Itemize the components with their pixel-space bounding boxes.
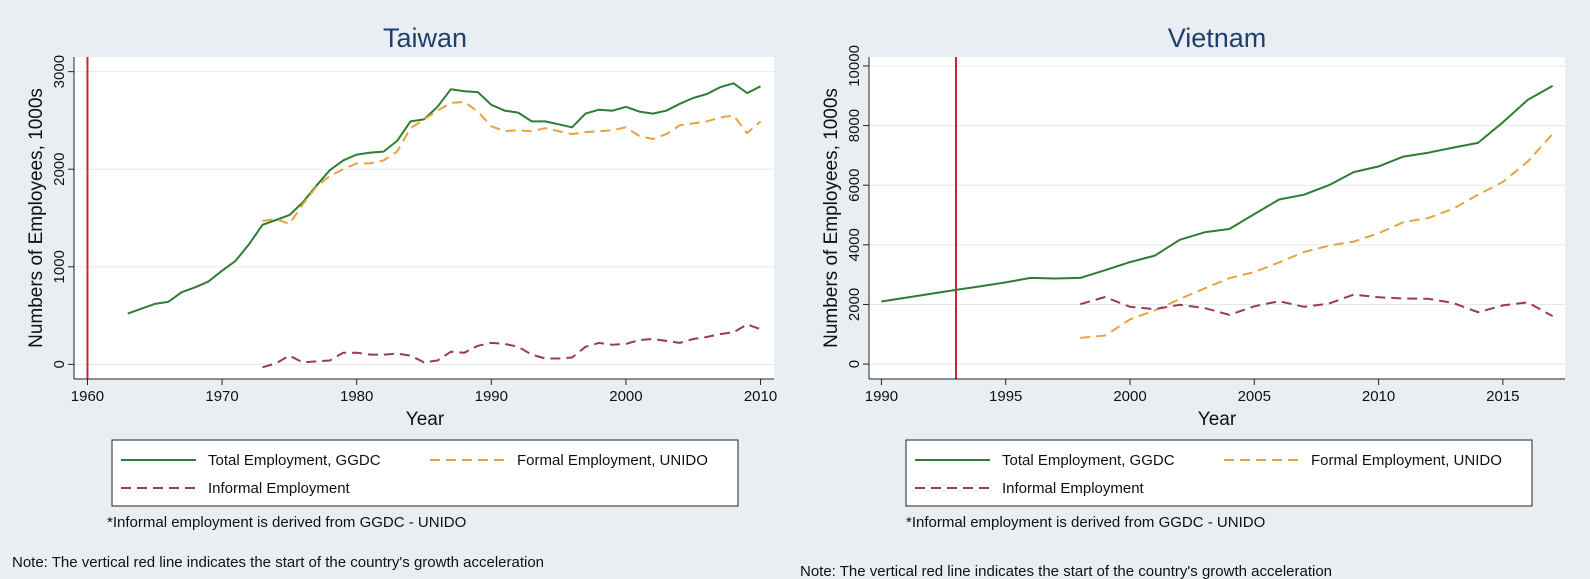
taiwan-footnote: *Informal employment is derived from GGD… bbox=[107, 514, 466, 531]
vietnam-plot-area bbox=[869, 57, 1565, 379]
taiwan-gridlines bbox=[74, 71, 774, 365]
taiwan-y-tick-label: 2000 bbox=[51, 153, 68, 186]
taiwan-x-tick-label: 1990 bbox=[475, 388, 508, 405]
taiwan-y-ticks: 0 1000 2000 3000 bbox=[51, 55, 74, 369]
vietnam-series-total-line bbox=[881, 85, 1554, 303]
vietnam-x-tick-label: 1995 bbox=[989, 388, 1022, 405]
taiwan-x-tick-label: 2010 bbox=[744, 388, 777, 405]
vietnam-y-tick-label: 6000 bbox=[846, 169, 863, 202]
taiwan-legend-label-formal: Formal Employment, UNIDO bbox=[517, 452, 708, 469]
vietnam-y-tick-label: 2000 bbox=[846, 288, 863, 321]
vietnam-y-tick-label: 4000 bbox=[846, 228, 863, 261]
taiwan-x-tick-label: 1980 bbox=[340, 388, 373, 405]
vietnam-x-ticks: 1990 1995 2000 2005 2010 2015 bbox=[865, 379, 1520, 405]
vietnam-gridlines bbox=[869, 65, 1565, 365]
vietnam-footnote: *Informal employment is derived from GGD… bbox=[906, 514, 1265, 531]
vietnam-y-tick-label: 0 bbox=[846, 360, 863, 368]
taiwan-series-total-line bbox=[127, 82, 761, 315]
taiwan-plot-area bbox=[74, 57, 774, 379]
taiwan-series-informal-line bbox=[262, 323, 761, 369]
taiwan-x-axis-label: Year bbox=[406, 409, 445, 430]
taiwan-y-tick-label: 1000 bbox=[51, 250, 68, 283]
taiwan-y-tick-label: 3000 bbox=[51, 55, 68, 88]
taiwan-y-axis-label: Numbers of Employees, 1000s bbox=[26, 88, 47, 348]
taiwan-x-tick-label: 1960 bbox=[71, 388, 104, 405]
taiwan-panel: Taiwan 1960 1970 1980 1990 2000 2010 0 1000 200… bbox=[0, 0, 787, 579]
vietnam-x-axis-label: Year bbox=[1198, 409, 1237, 430]
vietnam-series-informal-line bbox=[1080, 293, 1554, 317]
taiwan-legend-label-informal: Informal Employment bbox=[208, 480, 351, 497]
vietnam-legend-label-informal: Informal Employment bbox=[1002, 480, 1145, 497]
vietnam-legend-label-total: Total Employment, GGDC bbox=[1002, 452, 1175, 469]
vietnam-legend: Total Employment, GGDC Formal Employment… bbox=[905, 439, 1533, 507]
taiwan-legend-box bbox=[111, 439, 739, 507]
vietnam-y-ticks: 0 2000 4000 6000 8000 10000 bbox=[846, 45, 869, 368]
vietnam-x-tick-label: 2000 bbox=[1113, 388, 1146, 405]
taiwan-note: Note: The vertical red line indicates th… bbox=[12, 554, 544, 571]
taiwan-y-tick-label: 0 bbox=[51, 360, 68, 368]
taiwan-chart-title: Taiwan bbox=[383, 23, 467, 53]
taiwan-x-tick-label: 2000 bbox=[609, 388, 642, 405]
taiwan-x-ticks: 1960 1970 1980 1990 2000 2010 bbox=[71, 379, 777, 405]
taiwan-legend: Total Employment, GGDC Formal Employment… bbox=[111, 439, 739, 507]
vietnam-x-tick-label: 1990 bbox=[865, 388, 898, 405]
vietnam-x-tick-label: 2015 bbox=[1486, 388, 1519, 405]
vietnam-y-tick-label: 8000 bbox=[846, 109, 863, 142]
vietnam-panel: Vietnam 1990 1995 2000 2005 2010 2015 0 2000 40… bbox=[800, 0, 1590, 579]
vietnam-note: Note: The vertical red line indicates th… bbox=[800, 563, 1332, 579]
vietnam-y-axis-label: Numbers of Employees, 1000s bbox=[821, 88, 842, 348]
taiwan-legend-label-total: Total Employment, GGDC bbox=[208, 452, 381, 469]
taiwan-x-tick-label: 1970 bbox=[205, 388, 238, 405]
vietnam-y-tick-label: 10000 bbox=[846, 45, 863, 87]
vietnam-x-tick-label: 2005 bbox=[1238, 388, 1271, 405]
vietnam-legend-label-formal: Formal Employment, UNIDO bbox=[1311, 452, 1502, 469]
vietnam-series-group bbox=[881, 85, 1554, 339]
vietnam-x-tick-label: 2010 bbox=[1362, 388, 1395, 405]
taiwan-series-group bbox=[127, 82, 762, 369]
vietnam-chart-title: Vietnam bbox=[1168, 23, 1267, 53]
vietnam-legend-box bbox=[905, 439, 1533, 507]
taiwan-series-formal-line bbox=[262, 100, 762, 225]
